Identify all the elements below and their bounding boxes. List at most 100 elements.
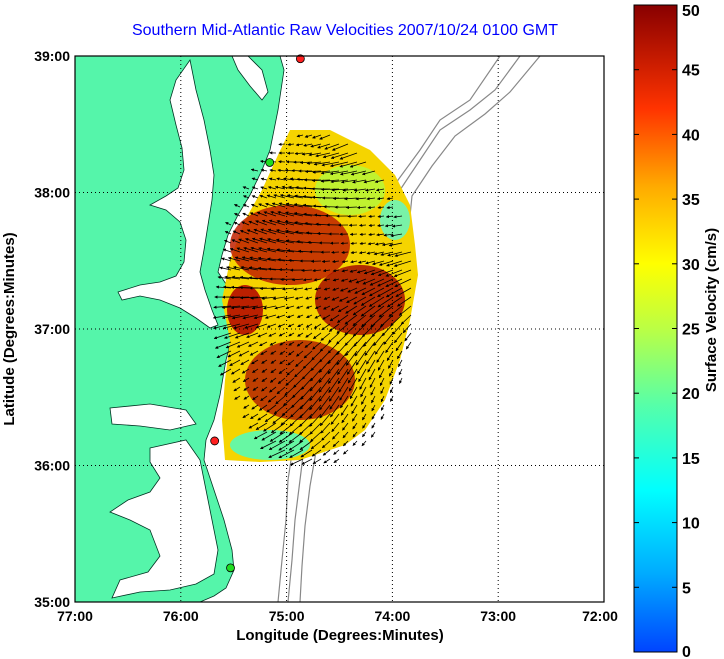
velocity-arrow [363,179,376,184]
velocity-arrow [300,386,313,400]
velocity-arrow [301,368,313,380]
velocity-arrow [377,287,394,297]
velocity-arrow [253,431,268,440]
velocity-arrow [255,422,268,430]
colorbar-tick-label: 0 [682,644,691,659]
velocity-arrow [361,395,367,405]
velocity-arrow [358,368,367,383]
x-tick-label: 77:00 [57,608,93,624]
velocity-arrow [242,413,250,418]
velocity-arrow [285,305,295,310]
velocity-arrow [266,247,286,253]
velocity-arrow [394,251,412,258]
velocity-arrow [286,368,295,376]
velocity-arrow [319,395,331,411]
velocity-arrow [287,142,295,147]
velocity-arrow [358,214,367,218]
velocity-arrow [357,359,367,375]
velocity-arrow [375,188,385,192]
velocity-arrow [236,341,250,348]
velocity-arrow [332,287,340,291]
velocity-arrow [275,395,286,405]
velocity-arrow [304,134,313,138]
velocity-arrow [231,239,241,244]
velocity-arrow [319,134,331,140]
velocity-arrow [340,278,349,282]
velocity-arrow [260,177,268,181]
velocity-arrow [234,395,241,400]
velocity-arrow [346,296,358,303]
velocity-arrow [293,287,304,291]
velocity-arrow [259,341,268,347]
map-title: Southern Mid-Atlantic Raw Velocities 200… [131,22,558,39]
velocity-arrow [278,142,286,146]
velocity-arrow [294,368,304,378]
velocity-arrow [280,413,295,426]
velocity-arrow [322,314,331,320]
velocity-arrow [343,449,349,455]
velocity-arrow [383,332,394,345]
velocity-arrow [340,404,349,416]
velocity-arrow [309,413,322,427]
velocity-arrow [342,422,349,431]
plot-area [74,54,605,603]
velocity-arrow [302,278,313,282]
velocity-arrow [268,177,277,181]
velocity-arrow [285,239,304,244]
velocity-arrow [288,431,304,443]
velocity-arrow [312,134,322,139]
velocity-arrow [285,229,304,235]
velocity-arrow [381,323,394,337]
velocity-arrow [302,359,313,369]
velocity-arrow [248,220,259,226]
colorbar-tick-label: 25 [682,322,700,339]
velocity-arrow [328,332,340,343]
velocity-arrow [380,251,394,256]
velocity-arrow [259,194,268,199]
velocity-arrow [367,359,376,373]
velocity-arrow [239,296,259,300]
velocity-arrow [277,377,286,385]
velocity-arrow [318,386,331,402]
velocity-arrow [270,368,277,374]
velocity-arrow [393,215,403,219]
velocity-arrow [287,323,295,328]
velocity-arrow [257,413,268,421]
velocity-arrow [299,404,313,419]
velocity-arrow [288,341,295,346]
velocity-arrow [368,287,385,297]
velocity-arrow [386,196,394,201]
velocity-arrow [344,314,358,325]
velocity-arrow [292,386,304,399]
velocity-arrow [352,314,367,327]
velocity-arrow [336,350,349,366]
velocity-arrow [251,177,259,181]
velocity-arrow [356,205,367,210]
velocity-arrow [392,323,403,335]
velocity-arrow [369,305,385,318]
velocity-arrow [261,386,268,392]
velocity-arrow [296,305,304,309]
velocity-arrow [397,350,403,360]
velocity-arrow [338,377,349,393]
velocity-arrow [293,377,304,388]
velocity-arrow [290,458,304,466]
velocity-arrow [341,413,349,424]
velocity-arrow [261,431,277,441]
velocity-arrow [360,296,376,306]
velocity-arrow [364,188,376,192]
velocity-arrow [310,368,322,382]
velocity-arrow [368,232,376,237]
velocity-arrow [338,296,349,302]
velocity-arrow [377,214,385,219]
colorbar-tick-label: 5 [682,580,691,597]
velocity-arrow [297,332,304,337]
velocity-arrow [250,203,259,208]
velocity-arrow [367,205,376,210]
velocity-arrow [366,197,376,201]
velocity-arrow [390,233,403,238]
velocity-arrow [304,287,313,291]
velocity-arrow [321,431,331,441]
velocity-arrow [329,161,349,168]
